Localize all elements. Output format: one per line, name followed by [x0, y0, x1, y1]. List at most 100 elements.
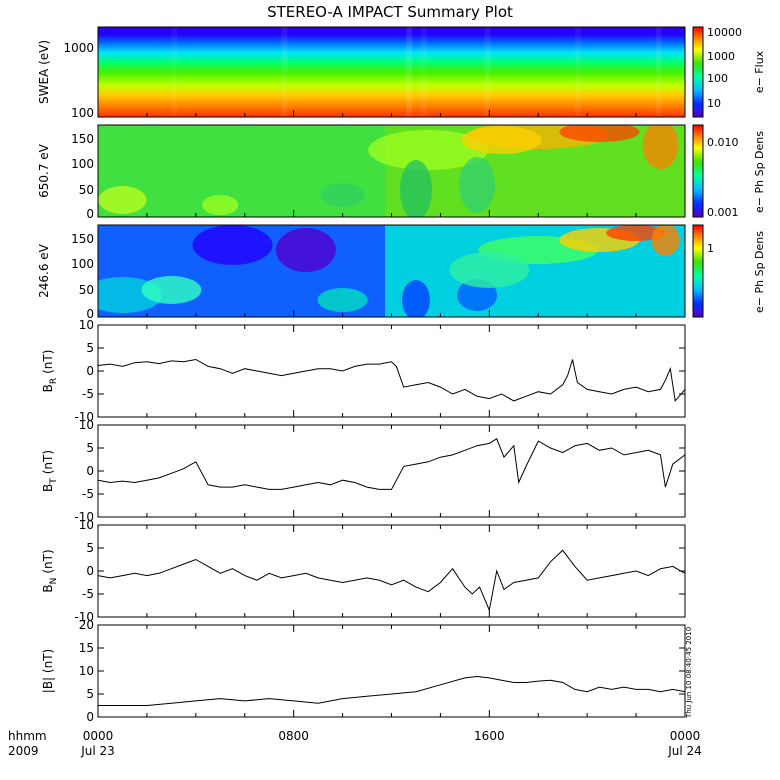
bt-trace — [97, 438, 686, 490]
pad246-ytick-150: 150 — [71, 232, 94, 246]
pad650-patch — [320, 183, 365, 207]
pad246-ytick-100: 100 — [71, 257, 94, 271]
pad650-blobs — [98, 125, 679, 217]
bt-ylabel-main: B — [41, 484, 55, 492]
panel-bn: -10 -5 0 5 10 BN (nT) — [41, 518, 686, 624]
pad246-patch — [606, 225, 667, 241]
bmag-trace — [98, 675, 686, 706]
bt-ytick-label: 10 — [79, 418, 94, 432]
pad650-colorbar — [692, 124, 704, 218]
bn-frame — [97, 524, 686, 618]
bt-ytick-label: -5 — [82, 487, 94, 501]
bmag-ytick-label: 0 — [86, 710, 94, 724]
pad650-patch — [202, 195, 239, 215]
xtick-sublabel: Jul 24 — [667, 744, 702, 758]
bt-ylabel-unit: (nT) — [41, 450, 55, 474]
bn-ytick-label: -10 — [74, 610, 94, 624]
swea-cbar-tick-10000: 10000 — [707, 26, 742, 39]
bn-trace — [97, 549, 686, 612]
pad246-colorbar — [692, 224, 704, 318]
bmag-frame — [97, 624, 686, 718]
bn-ytick-label: 10 — [79, 518, 94, 532]
panel-bt: -10 -5 0 5 10 BT (nT) — [41, 418, 686, 524]
pad246-patch — [317, 288, 368, 312]
pad650-cbar-tick-0001: 0.001 — [707, 206, 739, 219]
pad246-patch — [275, 228, 336, 272]
br-ytick-label: 5 — [86, 341, 94, 355]
bmag-ytick-label: 20 — [79, 618, 94, 632]
bn-ylabel: BN (nT) — [41, 549, 59, 592]
swea-band — [281, 27, 288, 117]
pad650-ytick-150: 150 — [71, 132, 94, 146]
bmag-ytick-label: 5 — [86, 687, 94, 701]
pad246-patch — [651, 225, 680, 256]
pad246-patch — [449, 252, 530, 288]
br-ylabel-unit: (nT) — [41, 350, 55, 374]
bmag-ytick-label: 10 — [79, 664, 94, 678]
xtick-label: 0800 — [278, 729, 309, 743]
panel-bmag: 0 5 10 15 20 |B| (nT) — [41, 618, 686, 724]
swea-band — [406, 27, 413, 117]
br-ytick-label: -10 — [74, 410, 94, 424]
xtick-label: 0000 — [83, 729, 114, 743]
run-timestamp: Thu Jun 10 08:40:45 2010 — [685, 627, 693, 719]
pad650-cbar-label: e− Ph Sp Dens — [753, 131, 766, 213]
xtick-sublabel: Jul 23 — [80, 744, 115, 758]
br-trace — [97, 358, 686, 403]
bn-ytick-label: 0 — [86, 564, 94, 578]
pad246-patch — [141, 276, 202, 304]
pad246-ytick-0: 0 — [86, 307, 94, 321]
xtick-label: 1600 — [474, 729, 505, 743]
bn-ytick-label: -5 — [82, 587, 94, 601]
bn-ylabel-main: B — [41, 584, 55, 592]
br-frame — [97, 324, 686, 418]
pad246-ylabel: 246.6 eV — [37, 243, 51, 298]
swea-heatmap — [98, 27, 685, 117]
pad650-patch — [399, 160, 432, 217]
swea-band — [484, 27, 491, 117]
panel-br: -10 -5 0 5 10 BR (nT) — [41, 318, 686, 424]
panel-pad-650: 650.7 eV 0 50 100 150 0.010 0.001 e− Ph … — [37, 124, 766, 221]
xtick-label: 0000 — [670, 729, 701, 743]
bmag-ytick-label: 15 — [79, 641, 94, 655]
bt-ytick-label: 0 — [86, 464, 94, 478]
bn-ytick-label: 5 — [86, 541, 94, 555]
pad246-ytick-50: 50 — [79, 283, 94, 297]
swea-colorbar — [692, 26, 704, 118]
br-ytick-label: 10 — [79, 318, 94, 332]
pad246-cbar-label: e− Ph Sp Dens — [753, 231, 766, 313]
pad650-ytick-100: 100 — [71, 157, 94, 171]
swea-ylabel: SWEA (eV) — [37, 40, 51, 104]
br-ylabel-main: B — [41, 384, 55, 392]
br-ytick-label: 0 — [86, 364, 94, 378]
swea-cbar-tick-100: 100 — [707, 72, 728, 85]
bt-frame — [97, 424, 686, 518]
br-ytick-label: -5 — [82, 387, 94, 401]
pad246-cbar-tick-1: 1 — [707, 242, 714, 255]
panel-swea: SWEA (eV) 1000 100 10000 1000 100 10 e− … — [37, 26, 766, 120]
bn-ylabel-unit: (nT) — [41, 549, 55, 573]
swea-ytick-1000: 1000 — [63, 41, 94, 55]
bt-ylabel-sub: T — [49, 478, 59, 485]
bmag-ylabel: |B| (nT) — [41, 649, 55, 693]
pad650-patch — [642, 125, 679, 169]
plot-title: STEREO-A IMPACT Summary Plot — [267, 3, 513, 21]
footer-hhmm: hhmm — [8, 729, 47, 743]
bt-ylabel: BT (nT) — [41, 450, 59, 492]
pad246-blobs — [98, 225, 680, 317]
swea-cbar-tick-10: 10 — [707, 97, 721, 110]
pad650-patch — [559, 125, 640, 142]
pad650-patch — [459, 157, 496, 213]
br-ylabel: BR (nT) — [41, 350, 59, 393]
swea-ytick-100: 100 — [71, 106, 94, 120]
line-panels: -10-50510BR(nT)-10-50510BT(nT)-10-50510B… — [41, 110, 686, 724]
bt-ytick-label: 5 — [86, 441, 94, 455]
swea-band — [171, 27, 178, 117]
swea-band — [420, 27, 427, 117]
pad650-patch — [461, 126, 542, 154]
pad650-ytick-0: 0 — [86, 207, 94, 221]
pad246-patch — [192, 225, 273, 265]
swea-cbar-label: e− Flux — [753, 50, 766, 93]
